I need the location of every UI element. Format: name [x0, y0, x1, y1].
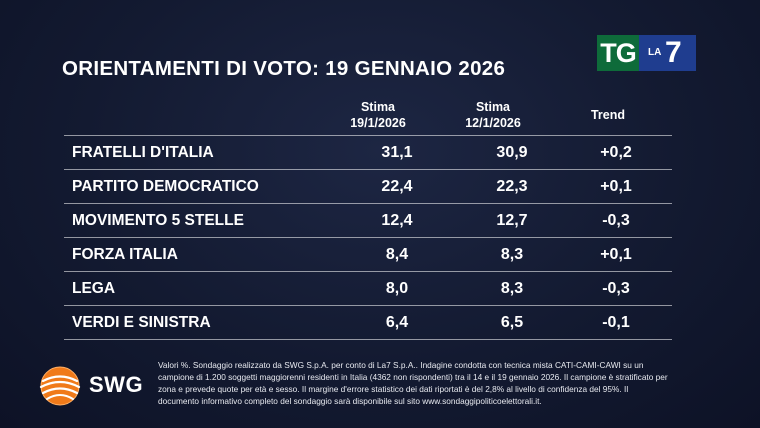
table-row: FORZA ITALIA 8,4 8,3 +0,1	[64, 238, 672, 272]
trend-value: -0,1	[602, 314, 630, 331]
current-value: 6,4	[385, 314, 409, 331]
current-value: 22,4	[381, 178, 413, 195]
la7-logo-la: LA	[648, 47, 662, 58]
row-divider	[64, 203, 672, 204]
table-row: FRATELLI D'ITALIA 31,1 30,9 +0,2	[64, 136, 672, 170]
la7-logo: LA 7	[639, 35, 696, 71]
header-current-line2: 19/1/2026	[350, 116, 406, 130]
row-divider	[64, 237, 672, 238]
previous-value: 12,7	[496, 212, 528, 229]
swg-brand: SWG	[89, 372, 144, 397]
row-divider	[64, 271, 672, 272]
row-divider	[64, 339, 672, 340]
header-previous-line1: Stima	[475, 100, 511, 114]
table-row: LEGA 8,0 8,3 -0,3	[64, 272, 672, 306]
previous-value: 8,3	[500, 246, 524, 263]
header-current: Stima 19/1/2026	[332, 99, 424, 131]
party-name: PARTITO DEMOCRATICO	[72, 178, 259, 195]
row-divider	[64, 135, 672, 136]
table-row: PARTITO DEMOCRATICO 22,4 22,3 +0,1	[64, 170, 672, 204]
current-value: 12,4	[381, 212, 413, 229]
table-row: MOVIMENTO 5 STELLE 12,4 12,7 -0,3	[64, 204, 672, 238]
previous-value: 22,3	[496, 178, 528, 195]
current-value: 31,1	[381, 144, 413, 161]
header-trend-label: Trend	[590, 108, 626, 122]
party-name: MOVIMENTO 5 STELLE	[72, 212, 244, 229]
row-divider	[64, 305, 672, 306]
header-previous-line2: 12/1/2026	[465, 116, 521, 130]
trend-value: -0,3	[602, 280, 630, 297]
previous-value: 8,3	[500, 280, 524, 297]
methodology-note: Valori %. Sondaggio realizzato da SWG S.…	[158, 360, 668, 406]
party-name: LEGA	[72, 280, 116, 297]
swg-globe-icon	[39, 366, 81, 406]
page-title: ORIENTAMENTI DI VOTO: 19 GENNAIO 2026	[62, 57, 506, 80]
trend-value: +0,1	[600, 178, 632, 195]
previous-value: 30,9	[496, 144, 528, 161]
current-value: 8,4	[385, 246, 409, 263]
header-current-line1: Stima	[360, 100, 396, 114]
party-name: VERDI E SINISTRA	[72, 314, 211, 331]
trend-value: +0,1	[600, 246, 632, 263]
previous-value: 6,5	[500, 314, 524, 331]
trend-value: -0,3	[602, 212, 630, 229]
party-name: FRATELLI D'ITALIA	[72, 144, 214, 161]
tg-logo-text: TG	[597, 35, 639, 71]
party-name: FORZA ITALIA	[72, 246, 178, 263]
trend-value: +0,2	[600, 144, 632, 161]
header-trend: Trend	[568, 107, 648, 123]
header-previous: Stima 12/1/2026	[447, 99, 539, 131]
current-value: 8,0	[385, 280, 409, 297]
la7-logo-seven: 7	[665, 36, 682, 69]
row-divider	[64, 169, 672, 170]
table-row: VERDI E SINISTRA 6,4 6,5 -0,1	[64, 306, 672, 340]
